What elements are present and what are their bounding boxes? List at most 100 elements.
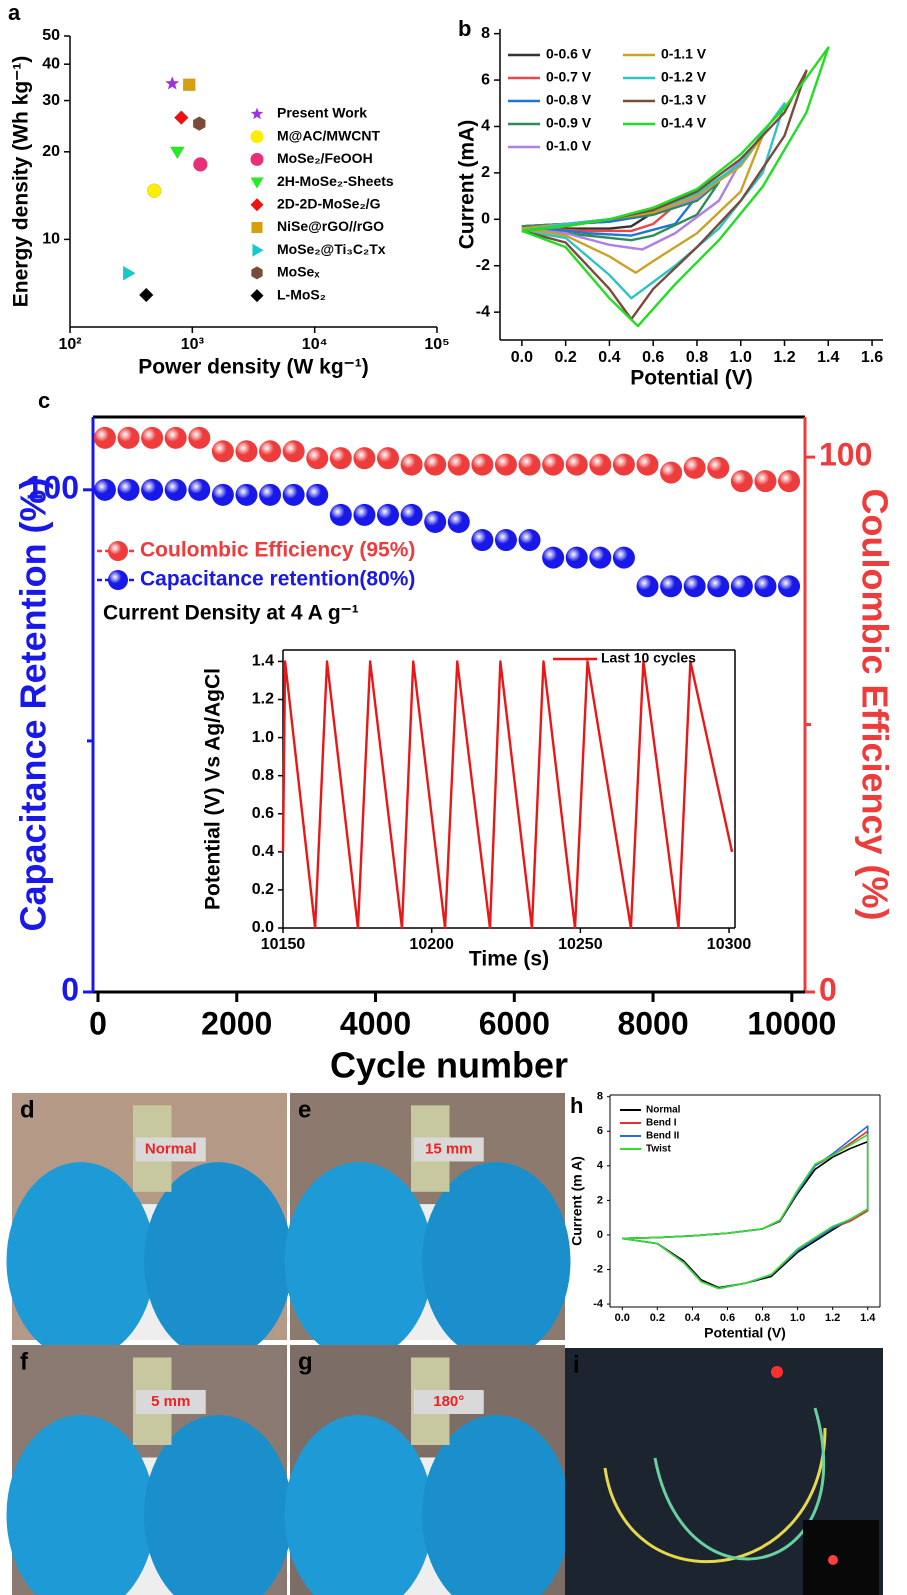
- x-axis-label: Potential (V): [704, 1325, 786, 1341]
- data-point: [754, 470, 777, 493]
- data-point: [447, 510, 470, 533]
- y-tick-label: 0.4: [252, 843, 274, 860]
- data-point: [589, 453, 612, 476]
- data-point: [400, 453, 423, 476]
- x-tick-label: 6000: [479, 1005, 550, 1041]
- y-tick-label: 10: [42, 231, 60, 248]
- x-tick-label: 4000: [340, 1005, 411, 1041]
- y-axis-label: Capacitance Retention (%): [13, 477, 54, 931]
- glove: [284, 1415, 433, 1595]
- y-tick-label: 1.2: [252, 691, 274, 708]
- legend-label: Present Work: [277, 105, 367, 121]
- legend-label: 0-1.4 V: [661, 115, 707, 131]
- caption: 15 mm: [425, 1140, 473, 1157]
- legend-label: 0-1.0 V: [546, 138, 592, 154]
- y-tick-label: 20: [42, 143, 60, 160]
- data-point: [235, 483, 258, 506]
- y-tick-label: 1.4: [252, 653, 274, 670]
- data-point: [138, 287, 154, 303]
- panel-label: h: [570, 1093, 583, 1118]
- legend-marker: [250, 177, 264, 189]
- y-tick-label: 2: [481, 164, 490, 181]
- data-point: [353, 503, 376, 526]
- data-point: [164, 478, 187, 501]
- legend-marker: [252, 243, 264, 257]
- caption: Normal: [145, 1140, 197, 1157]
- x-tick-label: 1.4: [860, 1312, 876, 1324]
- legend-label: 0-0.7 V: [546, 69, 592, 85]
- legend-label: Bend I: [646, 1118, 677, 1129]
- legend-marker: [250, 289, 264, 303]
- legend-label: Coulombic Efficiency (95%): [140, 539, 415, 562]
- wire: [603, 1427, 827, 1564]
- data-point: [282, 483, 305, 506]
- data-point: [353, 447, 376, 470]
- legend-label: 0-1.1 V: [661, 46, 707, 62]
- caption-box: [135, 1390, 206, 1414]
- y-tick-label: 0.6: [252, 805, 274, 822]
- x-tick-label: 0.6: [720, 1312, 735, 1324]
- data-line: [521, 134, 764, 274]
- panel-label: a: [8, 0, 21, 25]
- y-tick-label: -4: [476, 303, 490, 320]
- x-tick-label: 1.4: [817, 349, 839, 366]
- data-point: [683, 456, 706, 479]
- y-tick-label: -2: [476, 257, 490, 274]
- data-point: [424, 453, 447, 476]
- y-tick-label: 0.0: [252, 919, 274, 936]
- x-tick-label: 10⁵: [424, 336, 449, 353]
- data-point: [471, 453, 494, 476]
- legend-label: L-MoS₂: [277, 286, 326, 302]
- y-tick-label: 2: [597, 1194, 603, 1206]
- x-tick-label: 10³: [181, 336, 204, 353]
- x-tick-label: 0: [89, 1005, 107, 1041]
- legend-label: Last 10 cycles: [601, 650, 696, 666]
- x-tick-label: 8000: [617, 1005, 688, 1041]
- x-axis-label: Time (s): [469, 948, 549, 971]
- data-point: [188, 426, 211, 449]
- data-point: [589, 546, 612, 569]
- data-point: [707, 575, 730, 598]
- legend-marker: [108, 570, 128, 590]
- x-tick-label: 0.2: [555, 349, 577, 366]
- glove: [6, 1415, 155, 1595]
- legend-label: 0-1.2 V: [661, 69, 707, 85]
- caption: 180°: [433, 1393, 464, 1410]
- x-tick-label: 1.2: [773, 349, 795, 366]
- legend-marker: [108, 541, 128, 561]
- panel-label: d: [20, 1096, 35, 1123]
- data-point: [730, 470, 753, 493]
- data-point: [259, 440, 282, 463]
- x-tick-label: 1.2: [825, 1312, 840, 1324]
- x-tick-label: 10²: [58, 336, 81, 353]
- data-line: [281, 660, 734, 930]
- legend-label: Capacitance retention(80%): [140, 568, 415, 591]
- y2-tick-label: 100: [819, 437, 872, 473]
- x-tick-label: 10150: [261, 936, 306, 953]
- caption-box: [135, 1137, 206, 1162]
- panel-label: g: [298, 1348, 313, 1375]
- data-line: [521, 46, 830, 328]
- x-tick-label: 10250: [558, 936, 603, 953]
- x-tick-label: 10⁴: [302, 336, 328, 353]
- data-point: [612, 546, 635, 569]
- data-point: [306, 447, 329, 470]
- legend-label: Normal: [646, 1105, 681, 1116]
- legend-marker: [250, 130, 264, 144]
- data-point: [754, 575, 777, 598]
- data-point: [183, 78, 196, 91]
- data-point: [565, 453, 588, 476]
- legend-marker: [251, 221, 263, 234]
- data-point: [193, 157, 208, 172]
- caption-box: [413, 1137, 484, 1162]
- data-line: [521, 102, 786, 300]
- data-point: [169, 146, 185, 160]
- legend-label: M@AC/MWCNT: [277, 127, 381, 143]
- data-point: [306, 483, 329, 506]
- y-tick-label: 40: [42, 55, 60, 72]
- wire: [653, 1407, 826, 1561]
- data-point: [612, 453, 635, 476]
- x-tick-label: 1.6: [861, 349, 883, 366]
- data-point: [542, 546, 565, 569]
- x-tick-label: 0.4: [598, 349, 620, 366]
